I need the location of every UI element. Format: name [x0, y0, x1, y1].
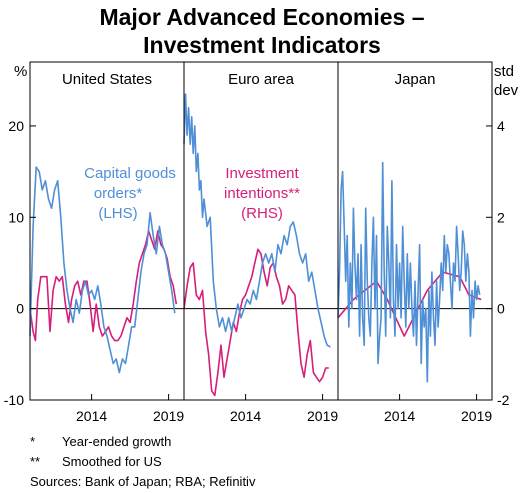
capital-goods-line-euro-area	[183, 93, 331, 348]
left-tick-label-20: 20	[8, 118, 24, 134]
x-tick-label-japan-2014: 2014	[384, 408, 415, 424]
capital-goods-annotation-line-1: Capital goods	[84, 165, 176, 182]
investment-intentions-annotation-line-3: (RHS)	[241, 205, 283, 222]
x-tick-label-united-states-2019: 2019	[153, 408, 184, 424]
left-tick-label--10: -10	[4, 392, 24, 408]
x-tick-label-japan-2019: 2019	[461, 408, 492, 424]
capital-goods-line-japan	[337, 161, 481, 383]
right-tick-label-4: 4	[497, 118, 505, 134]
x-tick-label-euro-area-2014: 2014	[230, 408, 261, 424]
panel-title-united-states: United States	[62, 71, 152, 88]
panel-title-japan: Japan	[395, 71, 436, 88]
left-tick-label-0: 0	[16, 301, 24, 317]
right-axis-unit-line-1: std	[494, 63, 514, 80]
chart-title-line-2: Investment Indicators	[143, 32, 381, 58]
right-tick-label-2: 2	[497, 209, 505, 225]
investment-intentions-annotation-line-1: Investment	[225, 165, 299, 182]
left-axis-unit: %	[14, 63, 27, 80]
chart-title-line-1: Major Advanced Economies –	[99, 4, 424, 30]
capital-goods-annotation-line-3: (LHS)	[98, 205, 137, 222]
plot-frame	[29, 61, 493, 401]
plot-area: United States 2014 2019 Euro area 2014 2019 Ja…	[4, 61, 510, 424]
x-tick-label-euro-area-2019: 2019	[307, 408, 338, 424]
investment-intentions-line-united-states	[29, 230, 178, 342]
footnote-text-1: Year-ended growth	[62, 434, 171, 449]
footnote-marker-1: *	[30, 434, 35, 449]
investment-intentions-line-euro-area	[183, 248, 329, 397]
x-tick-label-united-states-2014: 2014	[76, 408, 107, 424]
footnote-text-2: Smoothed for US	[62, 454, 162, 469]
left-tick-label-10: 10	[8, 209, 24, 225]
sources-note: Sources: Bank of Japan; RBA; Refinitiv	[30, 474, 256, 489]
right-tick-label-0: 0	[497, 301, 505, 317]
investment-intentions-annotation-line-2: intentions**	[224, 185, 300, 202]
right-tick-label--2: -2	[497, 392, 510, 408]
capital-goods-line-united-states	[29, 166, 176, 374]
capital-goods-annotation-line-2: orders*	[94, 185, 143, 202]
footnote-marker-2: **	[30, 454, 40, 469]
right-axis-unit-line-2: dev	[494, 82, 519, 99]
panel-title-euro-area: Euro area	[228, 71, 295, 88]
